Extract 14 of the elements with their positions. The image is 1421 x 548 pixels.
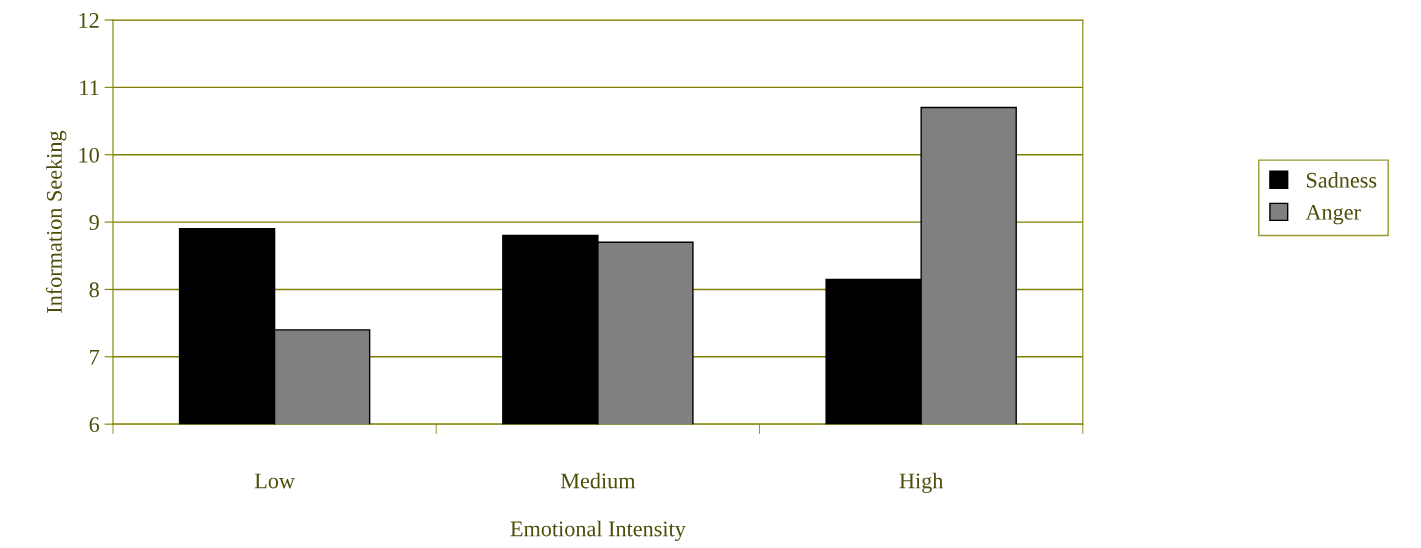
y-tick-label: 12 bbox=[79, 13, 99, 28]
x-tick-label: Medium bbox=[560, 472, 636, 489]
y-tick-label: 6 bbox=[89, 417, 100, 433]
x-tick-label: High bbox=[899, 472, 944, 493]
x-tick-label: Low bbox=[254, 473, 295, 489]
y-tick-label: 8 bbox=[89, 282, 99, 298]
y-axis-title: Information Seeking bbox=[46, 130, 67, 313]
legend-label: Anger bbox=[1305, 204, 1361, 225]
y-tick-label: 10 bbox=[79, 147, 99, 163]
legend-label: Sadness bbox=[1306, 172, 1377, 188]
y-tick-label: 7 bbox=[90, 349, 100, 365]
y-tick-label: 9 bbox=[89, 215, 99, 231]
x-axis-title: Emotional Intensity bbox=[510, 520, 686, 541]
y-tick-label: 11 bbox=[80, 80, 99, 96]
